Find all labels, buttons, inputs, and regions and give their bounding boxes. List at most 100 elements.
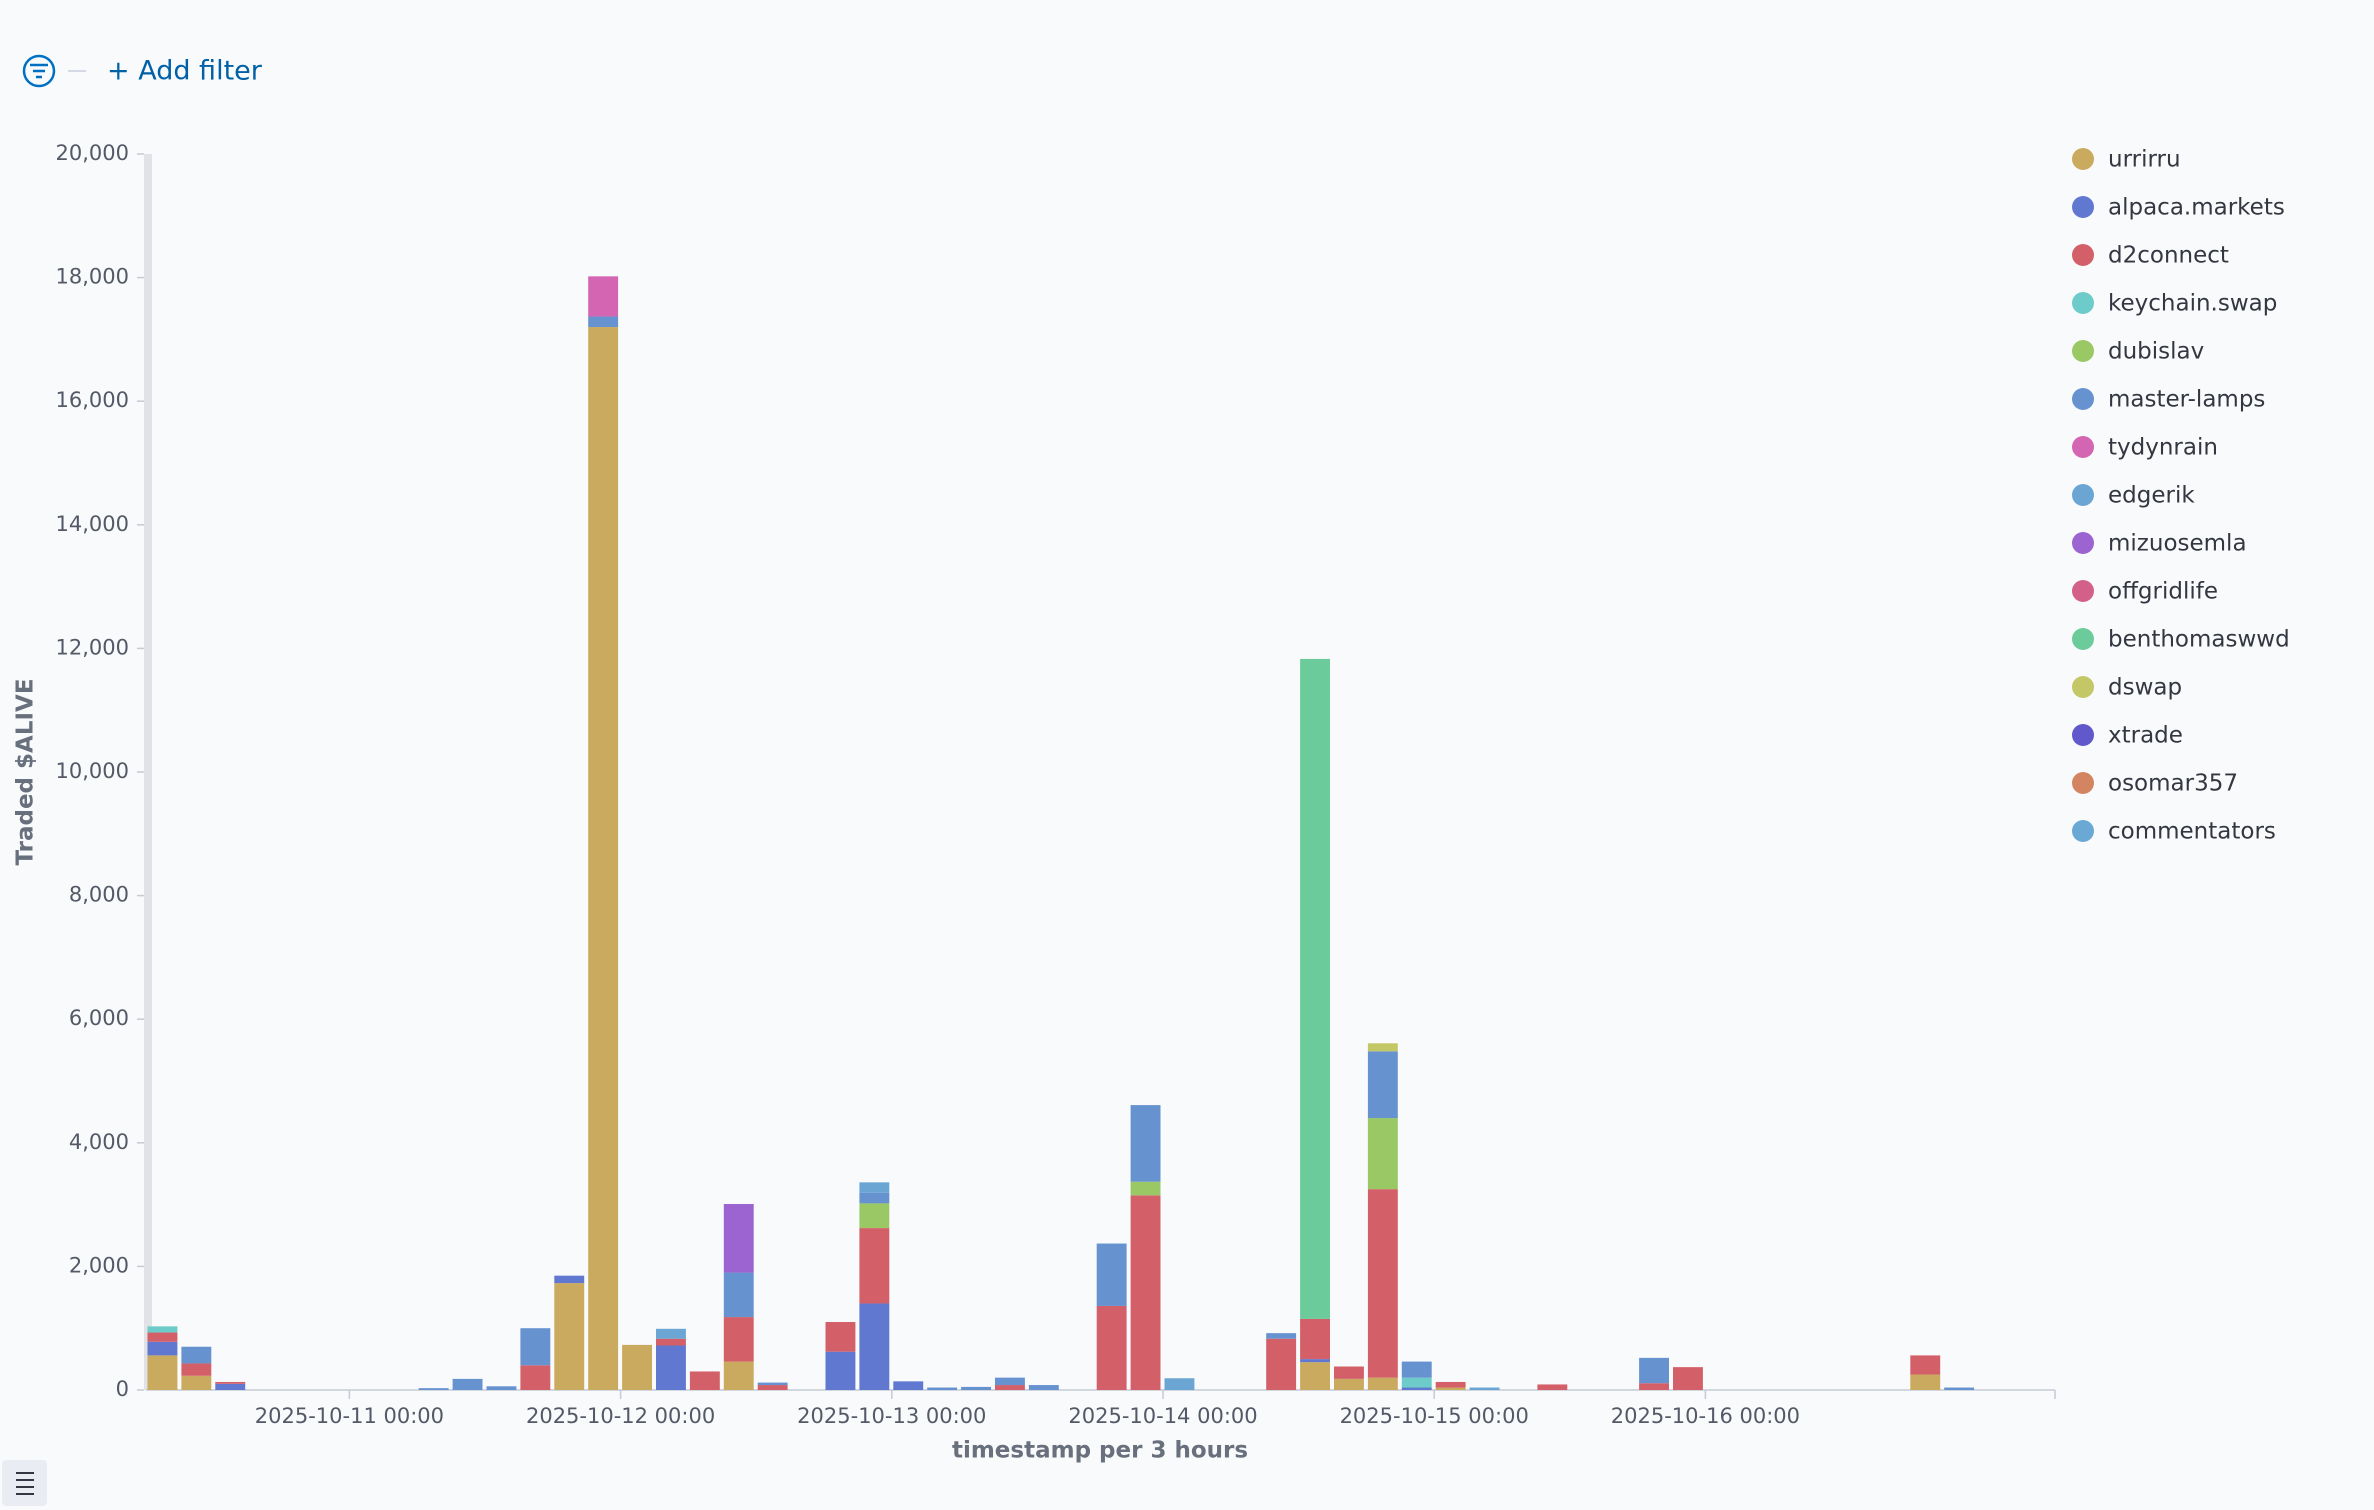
legend-swatch[interactable] — [2072, 340, 2094, 362]
bar-segment — [656, 1328, 686, 1339]
bar-segment — [520, 1328, 551, 1366]
legend-swatch[interactable] — [2072, 436, 2094, 458]
bar-segment — [1673, 1367, 1703, 1390]
x-tick-label: 2025-10-13 00:00 — [797, 1404, 986, 1428]
legend-swatch[interactable] — [2072, 580, 2094, 602]
bar-segment — [825, 1322, 856, 1352]
legend-label[interactable]: xtrade — [2108, 723, 2183, 749]
legend-swatch[interactable] — [2072, 532, 2094, 554]
legend-swatch[interactable] — [2072, 628, 2094, 650]
bar-segment — [995, 1377, 1025, 1386]
bar-segment — [418, 1388, 449, 1390]
bar-segment — [995, 1385, 1025, 1390]
bar-segment — [588, 327, 619, 1390]
bar-segment — [1639, 1357, 1669, 1384]
legend-label[interactable]: master-lamps — [2108, 387, 2265, 413]
y-tick-label: 6,000 — [69, 1006, 129, 1030]
legend-swatch[interactable] — [2072, 244, 2094, 266]
legend-label[interactable]: benthomaswwd — [2108, 627, 2290, 653]
bar-segment — [689, 1371, 720, 1390]
bar-segment — [1130, 1181, 1161, 1196]
bar-segment — [452, 1378, 483, 1390]
axis-brush — [144, 154, 152, 1390]
bar-segment — [1096, 1243, 1127, 1306]
bar-segment — [1435, 1381, 1466, 1388]
legend-label[interactable]: edgerik — [2108, 483, 2195, 509]
bar-segment — [757, 1385, 788, 1390]
add-filter[interactable]: + Add filter — [107, 56, 263, 87]
x-tick-label: 2025-10-11 00:00 — [255, 1404, 444, 1428]
bar-segment — [554, 1275, 585, 1284]
bar-segment — [723, 1317, 754, 1362]
bar-segment — [215, 1383, 246, 1390]
legend-swatch[interactable] — [2072, 484, 2094, 506]
legend-label[interactable]: urrirru — [2108, 147, 2181, 173]
y-tick-label: 16,000 — [56, 388, 129, 412]
bar-segment — [1096, 1305, 1127, 1390]
bar-segment — [1910, 1355, 1941, 1375]
bar-segment — [757, 1382, 788, 1386]
bar-segment — [1334, 1378, 1364, 1390]
bar-segment — [961, 1386, 991, 1390]
bar-segment — [1300, 1359, 1330, 1363]
bar-segment — [181, 1346, 212, 1364]
bar-segment — [859, 1182, 890, 1193]
bar-segment — [723, 1272, 754, 1318]
y-tick-label: 20,000 — [56, 141, 129, 165]
toggle-legend-button[interactable] — [2, 1460, 47, 1506]
y-tick-label: 18,000 — [56, 265, 129, 289]
bar-segment — [588, 276, 619, 317]
legend-label[interactable]: offgridlife — [2108, 579, 2218, 605]
bar-segment — [1130, 1195, 1161, 1390]
bar-segment — [147, 1332, 178, 1342]
bar-segment — [1164, 1378, 1195, 1390]
bar-segment — [723, 1361, 754, 1390]
bar-segment — [181, 1363, 212, 1376]
bar-segment — [859, 1303, 890, 1390]
legend-label[interactable]: tydynrain — [2108, 435, 2218, 461]
bar-segment — [1266, 1338, 1297, 1390]
bar-segment — [147, 1341, 178, 1356]
bar-segment — [1469, 1387, 1500, 1390]
bar-segment — [1266, 1333, 1297, 1339]
bar-segment — [622, 1344, 652, 1390]
bar-segment — [1300, 1362, 1330, 1390]
legend-swatch[interactable] — [2072, 676, 2094, 698]
bar-segment — [1910, 1374, 1941, 1390]
legend-label[interactable]: mizuosemla — [2108, 531, 2247, 557]
legend-swatch[interactable] — [2072, 772, 2094, 794]
bar-segment — [825, 1351, 856, 1390]
bar-segment — [554, 1283, 585, 1390]
y-tick-label: 8,000 — [69, 883, 129, 907]
legend-label[interactable]: dswap — [2108, 675, 2182, 701]
bar-segment — [1944, 1387, 1975, 1390]
y-tick-label: 12,000 — [56, 635, 129, 659]
legend-swatch[interactable] — [2072, 196, 2094, 218]
y-tick-label: 2,000 — [69, 1253, 129, 1277]
bar-segment — [656, 1338, 686, 1346]
legend-label[interactable]: commentators — [2108, 819, 2276, 845]
legend-label[interactable]: osomar357 — [2108, 771, 2238, 797]
legend-swatch[interactable] — [2072, 388, 2094, 410]
legend-label[interactable]: d2connect — [2108, 243, 2229, 269]
bar-segment — [1401, 1387, 1432, 1390]
bar-segment — [1537, 1384, 1568, 1390]
bar-segment — [486, 1386, 517, 1390]
legend-swatch[interactable] — [2072, 292, 2094, 314]
legend-swatch[interactable] — [2072, 148, 2094, 170]
bar-segment — [1028, 1385, 1059, 1390]
bar-segment — [1367, 1051, 1398, 1119]
filter-icon[interactable] — [22, 54, 56, 88]
legend-label[interactable]: alpaca.markets — [2108, 195, 2285, 221]
bar-segment — [859, 1203, 890, 1229]
x-tick-label: 2025-10-16 00:00 — [1611, 1404, 1800, 1428]
legend-swatch[interactable] — [2072, 820, 2094, 842]
bar-segment — [723, 1203, 754, 1273]
legend-swatch[interactable] — [2072, 724, 2094, 746]
y-tick-label: 10,000 — [56, 759, 129, 783]
x-tick-label: 2025-10-12 00:00 — [526, 1404, 715, 1428]
legend-label[interactable]: keychain.swap — [2108, 291, 2277, 317]
legend-label[interactable]: dubislav — [2108, 339, 2204, 365]
